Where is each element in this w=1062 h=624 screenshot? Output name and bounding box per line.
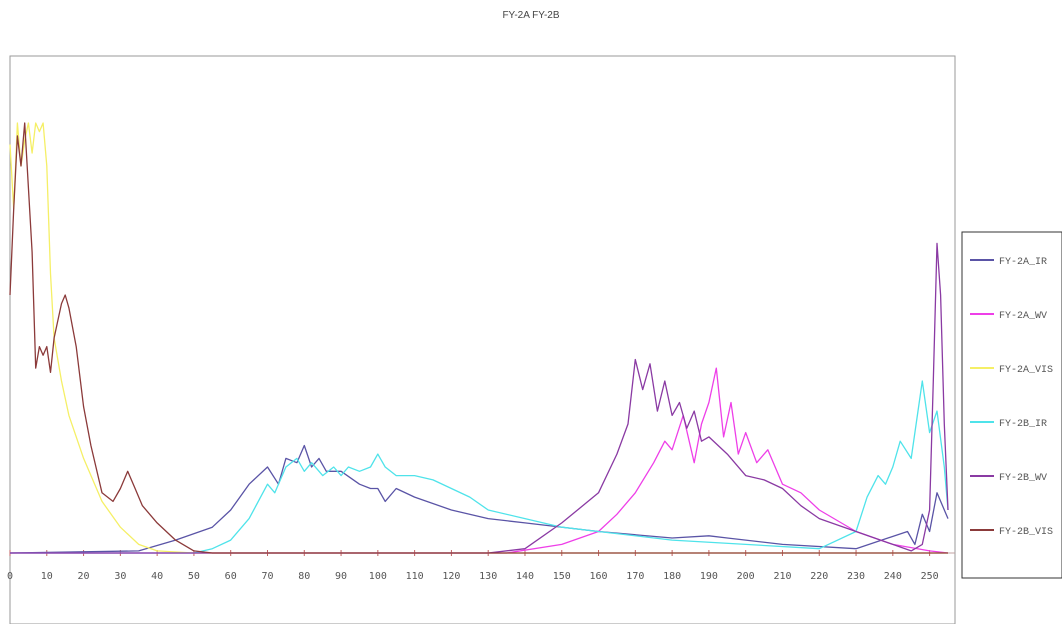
x-tick-label: 100 [369, 571, 387, 582]
series-line-fy-2a-vis [9, 122, 948, 554]
x-tick-label: 160 [590, 571, 608, 582]
legend-label: FY-2B_VIS [999, 527, 1053, 538]
series-line-fy-2b-wv [10, 242, 949, 554]
x-tick-label: 50 [188, 571, 200, 582]
x-tick-label: 80 [298, 571, 310, 582]
x-tick-label: 0 [7, 571, 13, 582]
x-tick-label: 210 [773, 571, 791, 582]
legend-label: FY-2A_IR [999, 257, 1047, 268]
x-tick-label: 240 [884, 571, 902, 582]
series-line-fy-2a-wv [10, 367, 949, 554]
x-tick-label: 70 [261, 571, 273, 582]
legend-items: FY-2A_IR FY-2A_WV FY-2A_VIS FY-2B_IR FY-2B_W… [970, 257, 1053, 538]
x-tick-label: 40 [151, 571, 163, 582]
x-tick-label: 230 [847, 571, 865, 582]
x-tick-label: 30 [114, 571, 126, 582]
series-lines [9, 122, 949, 554]
series-line-fy-2b-vis [9, 122, 948, 554]
legend-label: FY-2B_WV [999, 473, 1047, 484]
legend-label: FY-2B_IR [999, 419, 1047, 430]
legend [961, 231, 1062, 579]
x-tick-label: 220 [810, 571, 828, 582]
legend-label: FY-2A_VIS [999, 365, 1053, 376]
x-tick-label: 90 [335, 571, 347, 582]
x-tick-label: 60 [225, 571, 237, 582]
plot-area [9, 55, 956, 624]
x-tick-label: 10 [41, 571, 53, 582]
x-tick-label: 190 [700, 571, 718, 582]
series-line-fy-2b-ir [10, 380, 949, 554]
x-tick-label: 200 [737, 571, 755, 582]
x-tick-label: 130 [479, 571, 497, 582]
x-tick-label: 150 [553, 571, 571, 582]
chart-title: FY-2A FY-2B [502, 10, 560, 21]
x-tick-label: 110 [406, 571, 424, 582]
series-line-fy-2a-ir [9, 444, 949, 554]
x-tick-label: 180 [663, 571, 681, 582]
x-tick-label: 20 [78, 571, 90, 582]
x-tick-label: 140 [516, 571, 534, 582]
x-tick-label: 170 [626, 571, 644, 582]
legend-label: FY-2A_WV [999, 311, 1047, 322]
x-tick-label: 250 [921, 571, 939, 582]
x-tick-label: 120 [442, 571, 460, 582]
